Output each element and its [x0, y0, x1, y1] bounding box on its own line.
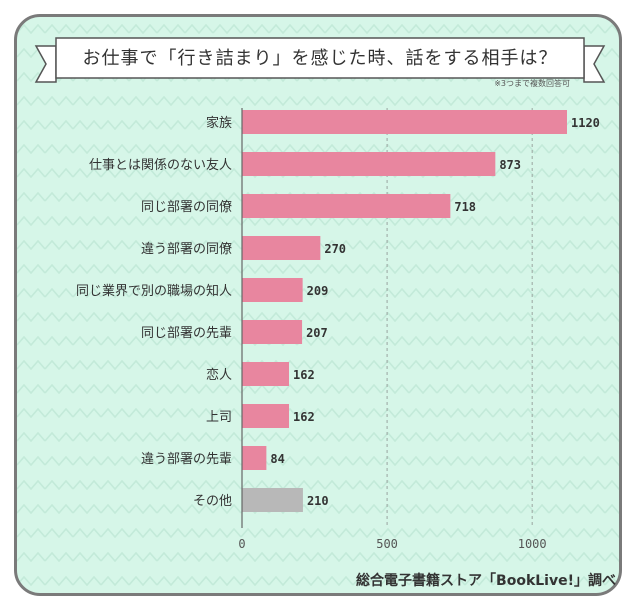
value-label: 84 — [270, 452, 284, 466]
category-label: 上司 — [206, 410, 232, 425]
value-label: 270 — [324, 242, 346, 256]
category-label: 恋人 — [206, 367, 232, 383]
category-label: 同じ業界で別の職場の知人 — [76, 283, 232, 299]
chart-title: お仕事で「行き詰まり」を感じた時、話をする相手は？ — [82, 48, 558, 69]
category-label: 違う部署の同僚 — [141, 242, 232, 257]
value-label: 718 — [454, 200, 476, 214]
x-tick-label: 1000 — [518, 537, 547, 551]
banner-body — [55, 37, 585, 79]
chart-note: ※3つまで複数回答可 — [494, 79, 570, 88]
value-label: 209 — [307, 284, 329, 298]
value-label: 162 — [293, 368, 315, 382]
x-tick-label: 0 — [238, 537, 245, 551]
bar — [242, 278, 303, 302]
x-tick-label: 500 — [376, 537, 398, 551]
bar — [242, 404, 290, 428]
value-label: 207 — [306, 326, 328, 340]
category-label: 違う部署の先輩 — [141, 452, 232, 467]
source-credit: 総合電子書籍ストア「BookLive!」調べ — [356, 573, 616, 589]
category-label: 仕事とは関係のない友人 — [89, 157, 232, 173]
category-label: 同じ部署の先輩 — [141, 326, 232, 341]
bar — [242, 110, 567, 134]
category-label: 家族 — [206, 115, 232, 131]
banner-right-tail — [583, 45, 606, 83]
bar — [242, 362, 290, 386]
title-banner — [34, 37, 606, 83]
bar — [242, 488, 303, 512]
category-label: その他 — [193, 494, 232, 509]
bar — [242, 320, 303, 344]
value-label: 162 — [293, 410, 315, 424]
value-label: 210 — [307, 494, 329, 508]
bar — [242, 236, 321, 260]
banner-left-tail — [34, 45, 57, 83]
bar — [242, 446, 267, 470]
bar — [242, 152, 496, 176]
bar — [242, 194, 451, 218]
category-label: 同じ部署の同僚 — [141, 200, 232, 215]
value-label: 873 — [499, 158, 521, 172]
value-label: 1120 — [571, 116, 600, 130]
